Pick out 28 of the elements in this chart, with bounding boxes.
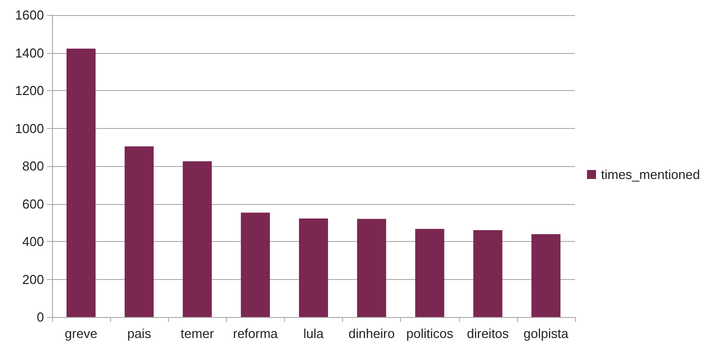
y-tick-label: 1200: [15, 83, 44, 98]
y-tick-label: 1000: [15, 120, 44, 136]
x-tick-label: direitos: [466, 326, 510, 341]
bar: [240, 212, 270, 317]
bar: [124, 146, 154, 317]
bar: [66, 48, 96, 317]
bar: [531, 234, 560, 317]
bar: [182, 161, 212, 317]
x-tick-label: greve: [64, 326, 98, 341]
x-tick-label: golpista: [524, 326, 570, 341]
y-tick-label: 800: [22, 158, 44, 174]
bar: [357, 218, 386, 317]
x-tick-label: politicos: [406, 326, 454, 341]
x-tick-label: reforma: [232, 326, 279, 341]
x-tick-label: lula: [303, 326, 324, 341]
bar: [473, 230, 502, 317]
y-tick-label: 200: [22, 272, 44, 287]
legend-label: times_mentioned: [601, 167, 700, 182]
y-tick-label: 600: [22, 196, 44, 212]
x-tick-label: temer: [180, 326, 215, 341]
bar: [415, 228, 444, 317]
x-tick-label: pais: [127, 326, 152, 341]
x-tick-label: dinheiro: [348, 326, 395, 341]
bar: [298, 218, 328, 317]
y-tick-label: 0: [36, 310, 44, 324]
y-tick-label: 1400: [15, 45, 44, 60]
y-tick-label: 1600: [15, 8, 44, 22]
y-tick-label: 400: [22, 234, 44, 249]
